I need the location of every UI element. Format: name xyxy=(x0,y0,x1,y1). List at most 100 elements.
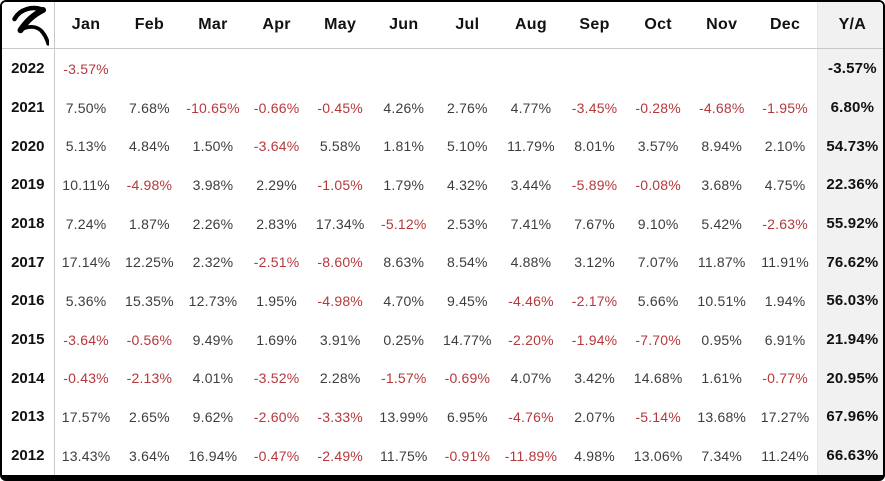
column-header-month: Jul xyxy=(435,2,500,49)
cell-monthly-return xyxy=(372,49,436,89)
cell-yearly-return: 6.80% xyxy=(816,88,883,127)
cell-monthly-return: 2.65% xyxy=(129,408,170,425)
cell-monthly-return: 3.44% xyxy=(510,176,552,193)
column-header-month: Oct xyxy=(626,2,690,49)
cell-monthly-return: 15.35% xyxy=(125,292,174,309)
cell-yearly-return: 22.36% xyxy=(816,165,883,205)
cell-monthly-return: 9.10% xyxy=(637,215,679,232)
cell-monthly-return xyxy=(245,49,309,89)
cell-monthly-return: -1.94% xyxy=(571,331,618,348)
table-row: 2017 17.14% 12.25% 2.32% -2.51% -8.60% 8.63% 8.… xyxy=(2,242,883,282)
cell-monthly-return: 7.50% xyxy=(65,99,107,116)
cell-yearly-return: -3.57% xyxy=(816,48,883,89)
cell-monthly-return: 3.57% xyxy=(637,138,679,155)
cell-monthly-return: 5.13% xyxy=(65,138,107,155)
cell-monthly-return: 4.88% xyxy=(510,254,552,271)
cell-monthly-return: 11.79% xyxy=(507,138,555,155)
cell-yearly-return: 67.96% xyxy=(816,397,883,437)
row-year-label: 2013 xyxy=(2,397,55,437)
cell-monthly-return: 13.06% xyxy=(633,447,683,464)
cell-monthly-return: -0.56% xyxy=(126,331,173,348)
cell-monthly-return: -4.68% xyxy=(698,99,745,116)
cell-monthly-return: 4.32% xyxy=(447,176,488,193)
cell-monthly-return xyxy=(499,49,563,89)
cell-monthly-return: 0.25% xyxy=(383,331,425,348)
table-row: 2022 -3.57% -3.57% xyxy=(2,48,883,89)
cell-monthly-return: 1.81% xyxy=(383,138,425,155)
cell-monthly-return xyxy=(181,49,245,89)
cell-monthly-return: -0.91% xyxy=(444,447,491,464)
cell-monthly-return: -5.14% xyxy=(635,408,681,425)
cell-monthly-return: -3.57% xyxy=(63,60,109,77)
cell-yearly-return: 56.03% xyxy=(816,281,883,321)
cell-monthly-return: 8.54% xyxy=(447,254,488,271)
cell-monthly-return: -0.43% xyxy=(63,370,109,387)
cell-monthly-return: -8.60% xyxy=(317,254,363,271)
cell-monthly-return: 2.53% xyxy=(447,215,488,232)
column-header-yearly: Y/A xyxy=(816,2,883,49)
cell-monthly-return: 2.76% xyxy=(447,99,488,116)
cell-monthly-return: -11.89% xyxy=(504,447,558,464)
cell-monthly-return: -5.89% xyxy=(571,176,618,193)
cell-monthly-return: 5.66% xyxy=(637,292,679,309)
table-row: 2013 17.57% 2.65% 9.62% -2.60% -3.33% 13.99% 6.… xyxy=(2,397,883,437)
cell-monthly-return: 1.95% xyxy=(256,292,297,309)
cell-monthly-return: 8.63% xyxy=(383,254,425,271)
cell-yearly-return: 55.92% xyxy=(816,204,883,243)
cell-monthly-return: 5.42% xyxy=(701,215,743,232)
cell-monthly-return: 10.51% xyxy=(697,292,747,309)
brand-logo-cell xyxy=(2,2,55,49)
row-year-label: 2022 xyxy=(2,48,55,89)
cell-monthly-return: 4.84% xyxy=(129,138,170,155)
cell-monthly-return: -0.08% xyxy=(635,176,681,193)
cell-yearly-return: 54.73% xyxy=(816,126,883,166)
cell-monthly-return: 2.26% xyxy=(192,215,234,232)
column-header-month: Aug xyxy=(499,2,563,49)
table-row: 2018 7.24% 1.87% 2.26% 2.83% 17.34% -5.12% 2.53… xyxy=(2,204,883,243)
cell-monthly-return: 13.68% xyxy=(697,408,747,425)
cell-monthly-return: 3.68% xyxy=(701,176,743,193)
cell-monthly-return: 6.95% xyxy=(447,408,488,425)
cell-monthly-return: 4.07% xyxy=(510,370,552,387)
column-header-month: Dec xyxy=(753,2,818,49)
cell-monthly-return: -2.17% xyxy=(571,292,618,309)
cell-monthly-return xyxy=(436,49,500,89)
cell-monthly-return: -3.45% xyxy=(571,99,618,116)
cell-monthly-return: -4.46% xyxy=(508,292,554,309)
cell-monthly-return: -1.57% xyxy=(380,370,427,387)
cell-monthly-return: 3.98% xyxy=(192,176,234,193)
cell-monthly-return: -2.49% xyxy=(317,447,363,464)
cell-monthly-return: -2.60% xyxy=(253,408,300,425)
table-row: 2021 7.50% 7.68% -10.65% -0.66% -0.45% 4.26% 2.… xyxy=(2,88,883,127)
cell-monthly-return: 12.25% xyxy=(125,254,174,271)
cell-monthly-return: 7.07% xyxy=(637,254,679,271)
cell-monthly-return: 7.24% xyxy=(65,215,107,232)
cell-monthly-return: 4.26% xyxy=(383,99,425,116)
table-row: 2012 13.43% 3.64% 16.94% -0.47% -2.49% 11.75% -… xyxy=(2,436,883,475)
cell-monthly-return: 1.50% xyxy=(192,138,234,155)
cell-monthly-return: 17.34% xyxy=(315,215,365,232)
cell-monthly-return: 11.91% xyxy=(761,254,809,271)
cell-monthly-return: 1.61% xyxy=(701,370,743,387)
row-year-label: 2012 xyxy=(2,436,55,475)
cell-monthly-return: 6.91% xyxy=(764,331,806,348)
cell-monthly-return: 4.70% xyxy=(383,292,425,309)
column-header-month: Jun xyxy=(371,2,436,49)
cell-monthly-return: -0.47% xyxy=(253,447,300,464)
cell-monthly-return: 4.75% xyxy=(764,176,806,193)
returns-table-body: 2022 -3.57% -3.57% 2021 7.50% 7.68% -10.65% -0.… xyxy=(2,48,883,475)
column-header-month: Jan xyxy=(54,2,118,49)
cell-monthly-return: 9.49% xyxy=(192,331,234,348)
cell-monthly-return xyxy=(118,49,182,89)
cell-monthly-return: -7.70% xyxy=(635,331,681,348)
cell-monthly-return: -0.45% xyxy=(317,99,363,116)
cell-monthly-return: -2.63% xyxy=(762,215,808,232)
cell-monthly-return: 0.95% xyxy=(701,331,743,348)
cell-monthly-return: 7.67% xyxy=(574,215,615,232)
cell-monthly-return: 1.79% xyxy=(383,176,425,193)
cell-monthly-return: 12.73% xyxy=(188,292,238,309)
cell-monthly-return xyxy=(690,49,754,89)
cell-monthly-return: 2.07% xyxy=(574,408,615,425)
cell-monthly-return: -3.64% xyxy=(253,138,300,155)
